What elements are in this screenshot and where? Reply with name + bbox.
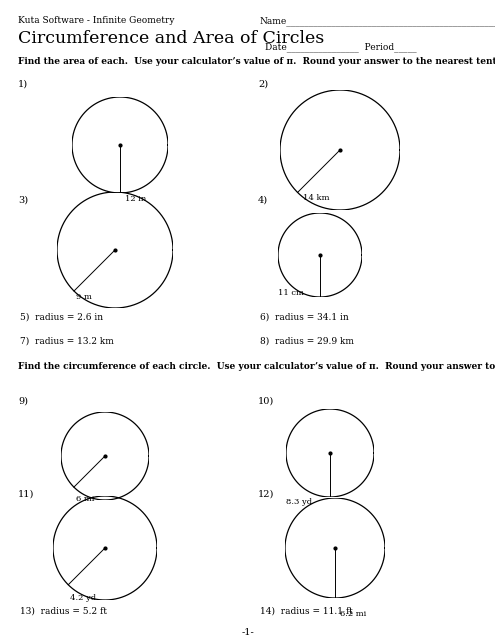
Text: Find the area of each.  Use your calculator’s value of π.  Round your answer to : Find the area of each. Use your calculat… bbox=[18, 57, 495, 66]
Text: 12 in: 12 in bbox=[125, 195, 146, 203]
Text: 10): 10) bbox=[258, 397, 274, 406]
Text: Name_______________________________________________: Name____________________________________… bbox=[260, 16, 495, 26]
Text: 1): 1) bbox=[18, 80, 28, 89]
Text: 4.2 yd: 4.2 yd bbox=[70, 594, 97, 602]
Text: 3): 3) bbox=[18, 196, 28, 205]
Text: 11): 11) bbox=[18, 490, 34, 499]
Text: -1-: -1- bbox=[241, 628, 254, 637]
Text: Circumference and Area of Circles: Circumference and Area of Circles bbox=[18, 30, 324, 47]
Text: 13)  radius = 5.2 ft: 13) radius = 5.2 ft bbox=[20, 607, 107, 616]
Text: 7)  radius = 13.2 km: 7) radius = 13.2 km bbox=[20, 337, 114, 346]
Text: 9 m: 9 m bbox=[76, 293, 92, 301]
Text: Find the circumference of each circle.  Use your calculator’s value of π.  Round: Find the circumference of each circle. U… bbox=[18, 362, 495, 371]
Text: 4): 4) bbox=[258, 196, 268, 205]
Text: Date________________  Period_____: Date________________ Period_____ bbox=[265, 42, 417, 52]
Text: 5)  radius = 2.6 in: 5) radius = 2.6 in bbox=[20, 313, 103, 322]
Text: 6.2 mi: 6.2 mi bbox=[340, 610, 366, 618]
Text: 8.3 yd: 8.3 yd bbox=[286, 498, 312, 506]
Text: 8)  radius = 29.9 km: 8) radius = 29.9 km bbox=[260, 337, 354, 346]
Text: 14 km: 14 km bbox=[302, 195, 329, 202]
Text: 6 mi: 6 mi bbox=[76, 495, 94, 503]
Text: 9): 9) bbox=[18, 397, 28, 406]
Text: 11 cm: 11 cm bbox=[278, 289, 304, 297]
Text: 6)  radius = 34.1 in: 6) radius = 34.1 in bbox=[260, 313, 349, 322]
Text: 12): 12) bbox=[258, 490, 274, 499]
Text: 14)  radius = 11.1 ft: 14) radius = 11.1 ft bbox=[260, 607, 353, 616]
Text: Kuta Software - Infinite Geometry: Kuta Software - Infinite Geometry bbox=[18, 16, 175, 25]
Text: 2): 2) bbox=[258, 80, 268, 89]
